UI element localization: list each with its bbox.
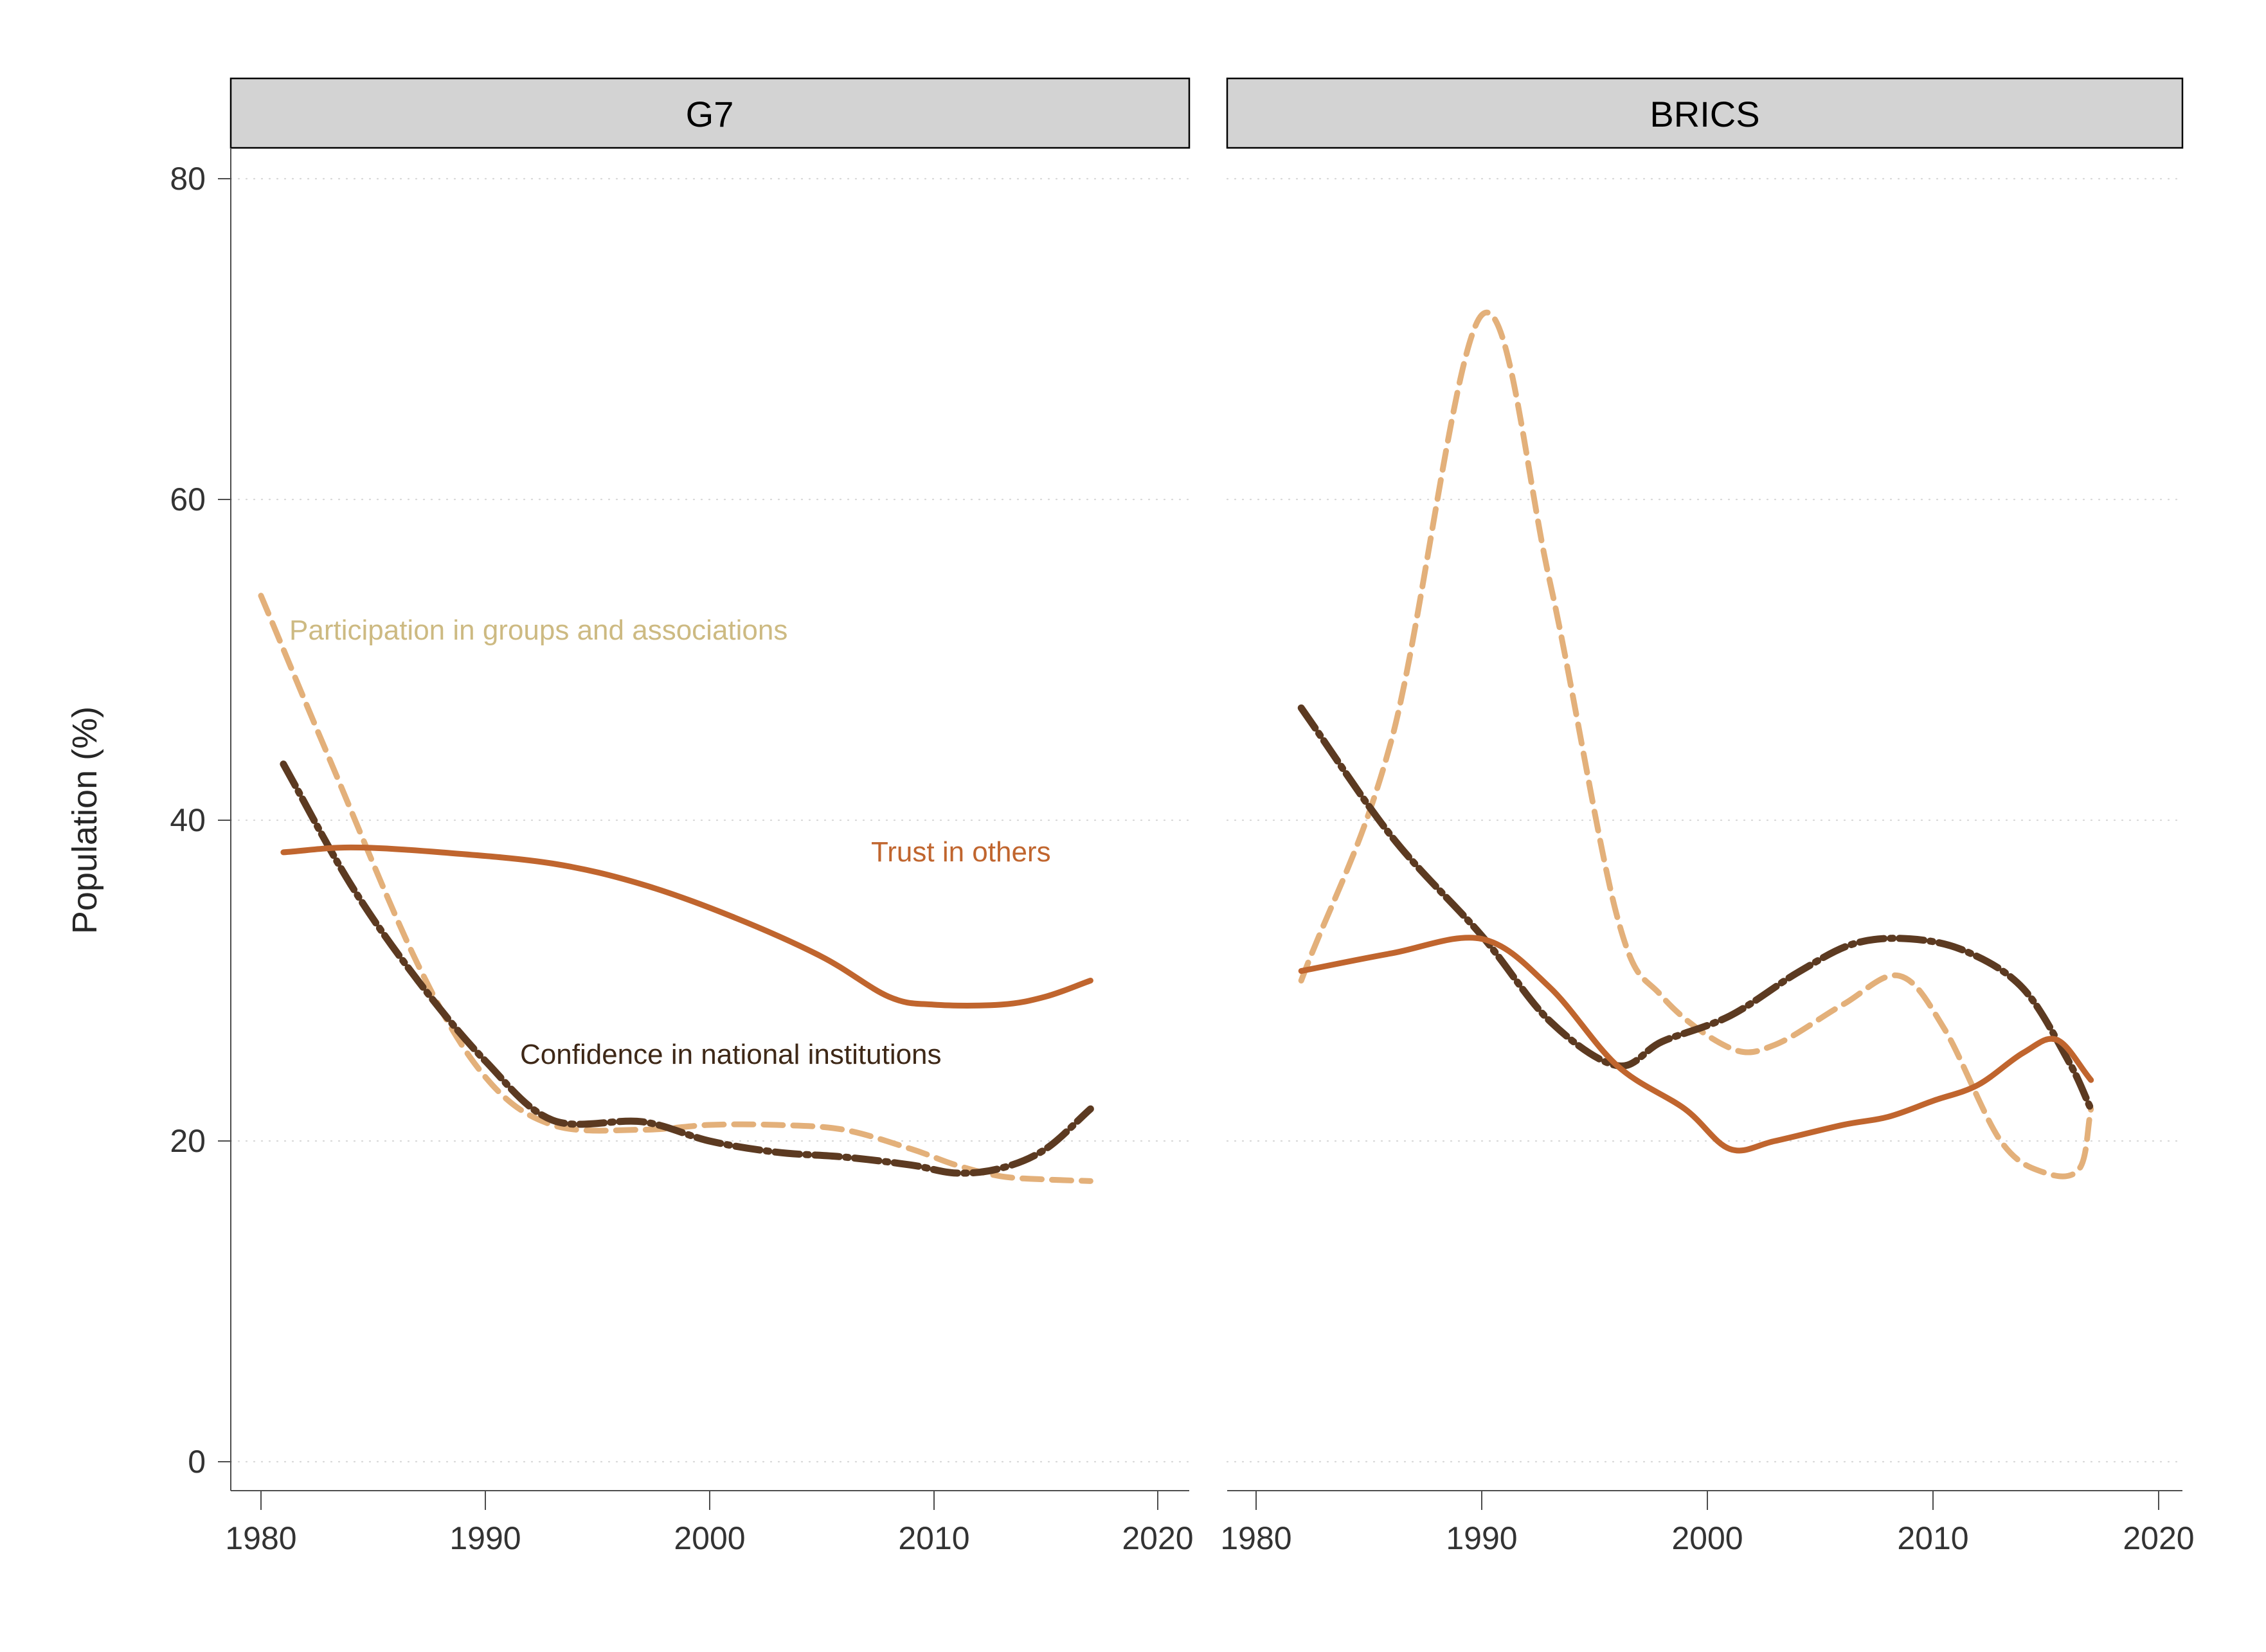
svg-text:2000: 2000: [674, 1520, 745, 1556]
svg-text:Participation in groups and as: Participation in groups and associations: [289, 615, 787, 646]
svg-text:Trust in others: Trust in others: [871, 836, 1051, 868]
svg-text:2020: 2020: [1122, 1520, 1193, 1556]
svg-text:1990: 1990: [1446, 1520, 1517, 1556]
svg-text:2020: 2020: [2123, 1520, 2194, 1556]
svg-text:BRICS: BRICS: [1650, 94, 1759, 134]
svg-text:Confidence in national institu: Confidence in national institutions: [520, 1039, 942, 1070]
svg-text:40: 40: [170, 802, 206, 838]
svg-text:1980: 1980: [1220, 1520, 1291, 1556]
svg-text:1980: 1980: [225, 1520, 296, 1556]
svg-text:2010: 2010: [1897, 1520, 1968, 1556]
svg-text:Population (%): Population (%): [66, 706, 104, 934]
svg-text:60: 60: [170, 481, 206, 517]
svg-text:2010: 2010: [898, 1520, 969, 1556]
svg-text:20: 20: [170, 1123, 206, 1159]
svg-text:2000: 2000: [1671, 1520, 1743, 1556]
svg-text:80: 80: [170, 161, 206, 197]
svg-text:0: 0: [188, 1444, 206, 1480]
svg-text:G7: G7: [686, 94, 734, 134]
svg-text:1990: 1990: [449, 1520, 521, 1556]
